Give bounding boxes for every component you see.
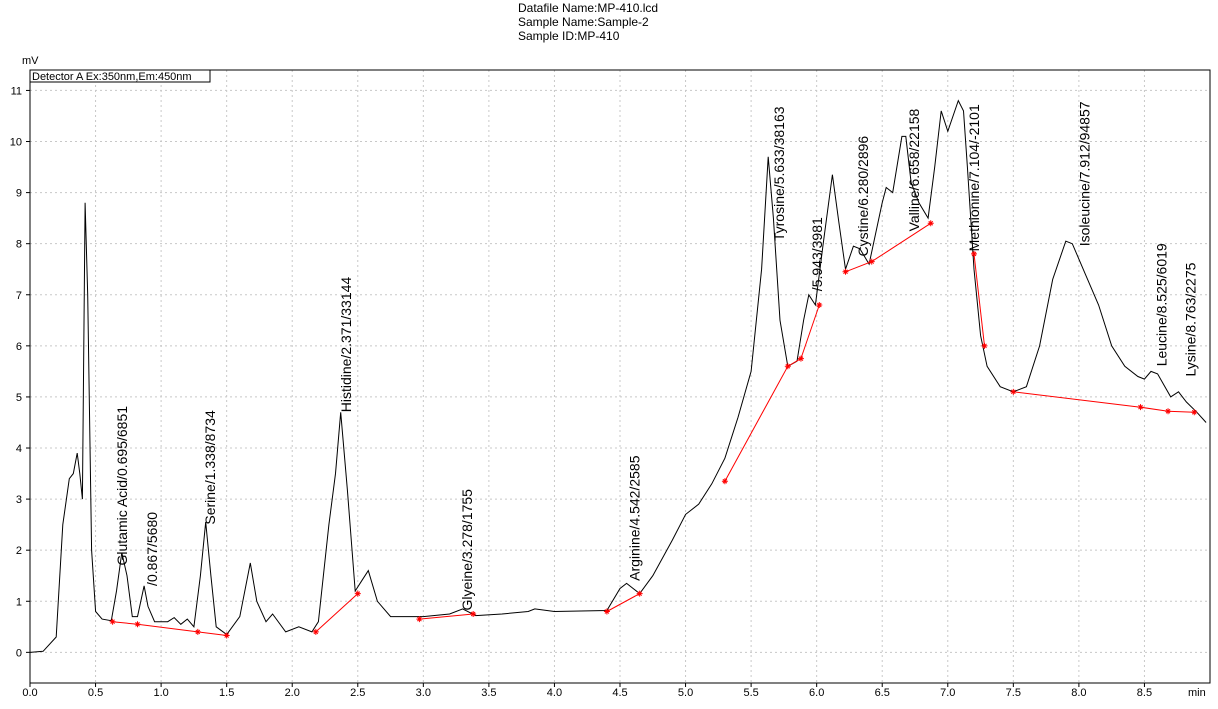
x-tick-label: 1.0 [153,687,168,699]
peak-label: Glyeine/3.278/1755 [459,489,475,611]
baseline [973,253,985,346]
baseline-marker [312,628,319,635]
y-tick-label: 7 [16,290,22,302]
baseline-marker [927,220,934,227]
baseline-marker [134,621,141,628]
peak-label: Cystine/6.280/2896 [855,136,871,257]
baseline-marker [1165,408,1172,415]
baseline-marker [842,268,849,275]
baseline-marker [603,608,610,615]
y-tick-label: 9 [16,188,22,200]
baseline [724,304,820,482]
baseline-marker [721,478,728,485]
y-tick-label: 0 [16,647,22,659]
x-tick-label: 1.5 [219,687,234,699]
peak-label: /0.867/5680 [144,512,160,586]
y-tick-label: 6 [16,341,22,353]
header-line: Sample ID:MP-410 [518,29,620,43]
x-tick-label: 4.0 [547,687,562,699]
baseline [1013,391,1195,413]
peak-label: /5.943/3981 [809,217,825,291]
x-tick-label: 7.5 [1006,687,1021,699]
baseline-marker [416,616,423,623]
baseline-marker [1010,388,1017,395]
x-tick-label: 4.5 [612,687,627,699]
baseline-marker [636,590,643,597]
peak-label: Arginine/4.542/2585 [627,455,643,581]
y-tick-label: 5 [16,392,22,404]
baseline-marker [868,258,875,265]
x-tick-label: 5.0 [678,687,693,699]
baseline-marker [223,632,230,639]
x-tick-label: 3.5 [481,687,496,699]
y-tick-label: 3 [16,494,22,506]
y-tick-label: 11 [11,85,22,97]
baseline-marker [797,355,804,362]
x-tick-label: 8.5 [1137,687,1152,699]
plot-frame [29,69,1211,684]
peak-label: Histidine/2.371/33144 [338,277,354,413]
baseline-marker [470,611,477,618]
x-tick-label: 6.0 [809,687,824,699]
x-tick-label: 2.5 [350,687,365,699]
baseline-marker [354,590,361,597]
baseline-marker [816,301,823,308]
x-tick-label: 3.0 [416,687,431,699]
y-tick-label: 1 [16,596,22,608]
peak-label: Leucine/8.525/6019 [1154,243,1170,366]
baseline-marker [784,363,791,370]
baseline [419,613,474,620]
y-tick-label: 2 [16,545,22,557]
header-line: Datafile Name:MP-410.lcd [518,1,658,15]
baseline-marker [109,618,116,625]
y-tick-label: 10 [10,137,22,149]
baseline-marker [1137,404,1144,411]
peak-label: Tyrosine/5.633/38163 [771,106,787,241]
y-tick-label: 8 [16,239,22,251]
header-line: Sample Name:Sample-2 [518,15,649,29]
x-tick-label: 0.0 [22,687,37,699]
baseline-marker [971,250,977,257]
x-tick-label: 2.0 [285,687,300,699]
peak-label: Serine/1.338/8734 [202,410,218,525]
baseline [315,593,359,633]
x-tick-label: 0.5 [88,687,103,699]
y-tick-label: 4 [16,443,22,455]
peak-label: Glutamic Acid/0.695/6851 [114,406,130,566]
baseline [112,621,227,636]
x-tick-label: 7.0 [940,687,955,699]
x-tick-label: 5.5 [743,687,758,699]
baseline-marker [981,342,988,349]
baseline-marker [194,628,201,635]
legend-text: Detector A Ex:350nm,Em:450nm [32,71,192,83]
peak-label: Lysine/8.763/2275 [1183,262,1199,376]
baseline [606,593,640,612]
peak-label: Valline/6.658/22158 [906,108,922,231]
x-axis-label: min [1188,687,1206,699]
x-tick-label: 6.5 [875,687,890,699]
legend-box [29,69,211,83]
baseline-marker [1191,409,1198,416]
x-tick-label: 8.0 [1071,687,1086,699]
peak-label: Methionine/7.104/-2101 [966,104,982,251]
trace [29,99,1207,653]
peak-label: Isoleucine/7.912/94857 [1076,101,1092,246]
y-axis-label: mV [22,55,39,67]
